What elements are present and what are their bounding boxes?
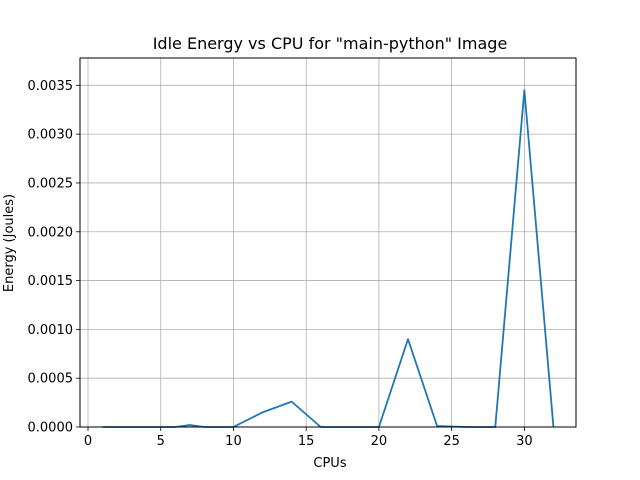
- x-tick-label: 10: [225, 434, 242, 449]
- y-tick-label: 0.0010: [28, 323, 74, 338]
- x-axis-ticks: 0 5 10 15 20 25 30: [84, 427, 533, 449]
- x-axis-label: CPUs: [313, 456, 346, 471]
- y-tick-label: 0.0015: [28, 274, 74, 289]
- grid: [80, 58, 576, 428]
- x-tick-label: 5: [157, 434, 165, 449]
- x-tick-label: 15: [298, 434, 315, 449]
- y-tick-label: 0.0035: [28, 79, 74, 94]
- y-axis-ticks: 0.0000 0.0005 0.0010 0.0015 0.0020 0.0025 0.00…: [28, 79, 80, 436]
- y-tick-label: 0.0025: [28, 176, 74, 191]
- x-tick-label: 25: [443, 434, 460, 449]
- y-axis-label: Energy (Joules): [2, 194, 17, 292]
- x-tick-label: 20: [371, 434, 388, 449]
- y-tick-label: 0.0020: [28, 225, 74, 240]
- chart-title: Idle Energy vs CPU for "main-python" Ima…: [153, 34, 508, 53]
- y-tick-label: 0.0005: [28, 372, 74, 387]
- x-tick-label: 0: [84, 434, 92, 449]
- y-tick-label: 0.0030: [28, 128, 74, 143]
- y-tick-label: 0.0000: [28, 421, 74, 436]
- plot-frame: [79, 57, 577, 428]
- x-tick-label: 30: [516, 434, 533, 449]
